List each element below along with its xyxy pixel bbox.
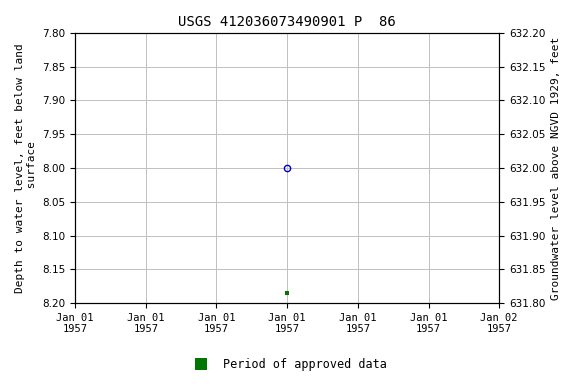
- Legend: Period of approved data: Period of approved data: [185, 354, 391, 376]
- Title: USGS 412036073490901 P  86: USGS 412036073490901 P 86: [179, 15, 396, 29]
- Y-axis label: Groundwater level above NGVD 1929, feet: Groundwater level above NGVD 1929, feet: [551, 36, 561, 300]
- Y-axis label: Depth to water level, feet below land
 surface: Depth to water level, feet below land su…: [15, 43, 37, 293]
